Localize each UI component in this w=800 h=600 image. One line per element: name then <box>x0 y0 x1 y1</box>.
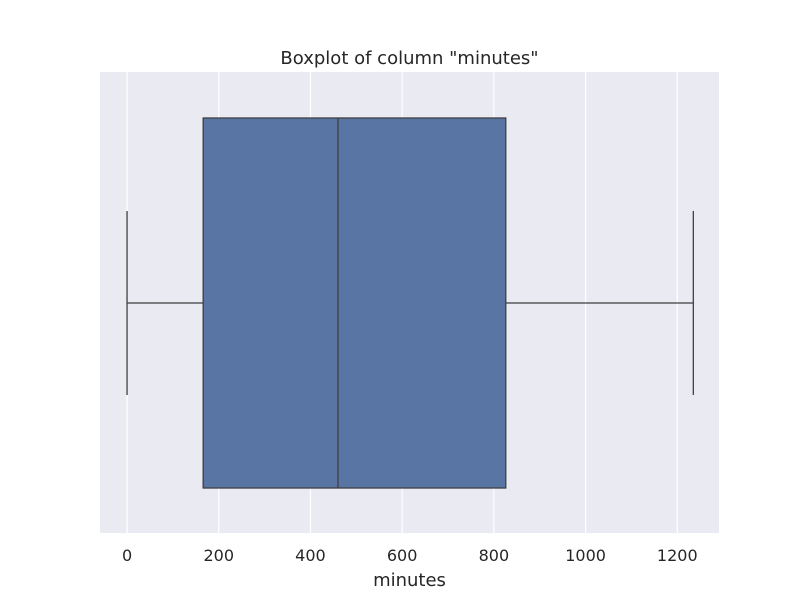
x-tick-label: 1000 <box>565 546 606 565</box>
x-axis-ticks: 0 200 400 600 800 1000 1200 <box>122 546 698 565</box>
x-tick-label: 600 <box>387 546 418 565</box>
x-tick-label: 1200 <box>657 546 698 565</box>
x-axis-label: minutes <box>373 570 446 591</box>
box-marks <box>126 117 694 489</box>
chart-title: Boxplot of column "minutes" <box>280 48 538 69</box>
x-tick-label: 0 <box>122 546 132 565</box>
x-tick-label: 400 <box>295 546 326 565</box>
x-tick-label: 800 <box>479 546 510 565</box>
box-iqr <box>202 117 507 489</box>
x-tick-label: 200 <box>203 546 234 565</box>
